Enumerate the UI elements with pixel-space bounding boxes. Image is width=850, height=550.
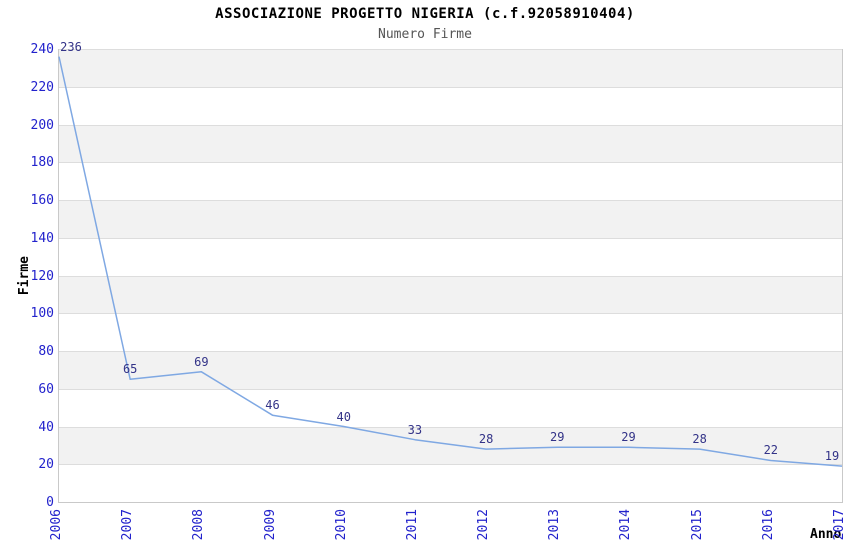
gridline xyxy=(59,464,842,466)
plot-band xyxy=(59,351,842,389)
gridline xyxy=(59,313,842,315)
data-label: 65 xyxy=(122,362,138,377)
gridline xyxy=(59,200,842,201)
chart-subtitle: Numero Firme xyxy=(378,27,472,42)
x-tick-label: 2011 xyxy=(404,509,420,541)
y-tick-label: 200 xyxy=(30,117,54,133)
gridline xyxy=(59,124,842,126)
data-label: 46 xyxy=(265,398,280,413)
data-label: 28 xyxy=(692,432,707,447)
x-tick-label: 2012 xyxy=(476,509,492,541)
y-tick-label: 240 xyxy=(30,42,54,57)
data-label: 40 xyxy=(336,409,351,424)
y-tick-label: 20 xyxy=(38,457,54,473)
x-axis-title: Anno xyxy=(810,527,842,542)
gridline xyxy=(59,49,842,50)
y-tick-label: 220 xyxy=(30,79,54,95)
gridline xyxy=(59,162,842,164)
data-label: 69 xyxy=(194,354,209,369)
x-tick-label: 2015 xyxy=(689,509,705,541)
y-tick-label: 80 xyxy=(38,344,54,359)
x-tick-label: 2017 xyxy=(832,509,847,541)
y-tick-label: 100 xyxy=(30,306,54,322)
data-label: 33 xyxy=(407,422,423,437)
gridline xyxy=(59,351,842,352)
gridline xyxy=(59,237,842,239)
data-label: 29 xyxy=(621,430,636,445)
y-tick-label: 160 xyxy=(30,193,54,208)
y-tick-label: 120 xyxy=(30,268,54,284)
plot-area: 236 65 69 46 40 33 28 29 29 28 22 19 xyxy=(58,41,843,503)
x-tick-label: 2014 xyxy=(618,509,634,541)
plot-band xyxy=(59,275,842,314)
chart-title: ASSOCIAZIONE PROGETTO NIGERIA (c.f.92058… xyxy=(215,6,635,22)
gridline xyxy=(59,388,842,390)
data-label: 29 xyxy=(550,430,565,445)
y-tick-label: 40 xyxy=(38,419,54,435)
plot-band xyxy=(59,49,842,87)
x-tick-label: 2013 xyxy=(547,509,563,541)
y-tick-label: 0 xyxy=(46,495,54,510)
plot-band xyxy=(59,426,842,465)
plot-band xyxy=(59,124,842,163)
data-label: 236 xyxy=(60,39,82,54)
line-path xyxy=(58,56,843,467)
x-tick-label: 2016 xyxy=(760,509,776,541)
plot-band xyxy=(59,200,842,238)
y-tick-label: 60 xyxy=(38,381,54,397)
x-tick-label: 2007 xyxy=(120,509,136,541)
data-label: 22 xyxy=(763,443,779,458)
y-tick-label: 140 xyxy=(30,230,54,246)
gridline xyxy=(59,86,842,88)
gridline xyxy=(59,426,842,428)
x-tick-label: 2006 xyxy=(49,509,64,541)
y-tick-label: 180 xyxy=(30,155,54,171)
x-tick-label: 2009 xyxy=(262,509,278,541)
x-tick-label: 2008 xyxy=(191,509,207,541)
data-label: 19 xyxy=(824,449,840,464)
data-label: 28 xyxy=(478,432,494,447)
gridline xyxy=(59,275,842,277)
x-tick-label: 2010 xyxy=(333,509,349,541)
line-series-svg xyxy=(58,56,843,467)
